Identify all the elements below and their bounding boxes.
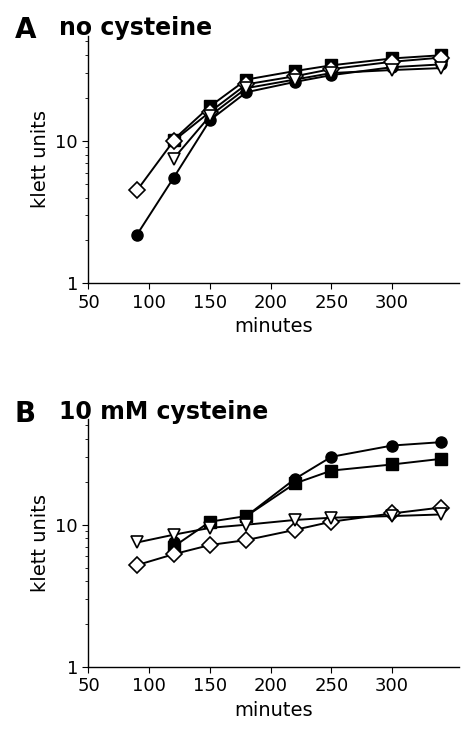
Text: 10 mM cysteine: 10 mM cysteine bbox=[59, 400, 268, 423]
Text: A: A bbox=[14, 15, 36, 44]
X-axis label: minutes: minutes bbox=[235, 701, 313, 720]
Y-axis label: klett units: klett units bbox=[31, 110, 50, 209]
Y-axis label: klett units: klett units bbox=[31, 494, 50, 592]
X-axis label: minutes: minutes bbox=[235, 318, 313, 336]
Text: no cysteine: no cysteine bbox=[59, 15, 212, 40]
Text: B: B bbox=[14, 400, 36, 428]
